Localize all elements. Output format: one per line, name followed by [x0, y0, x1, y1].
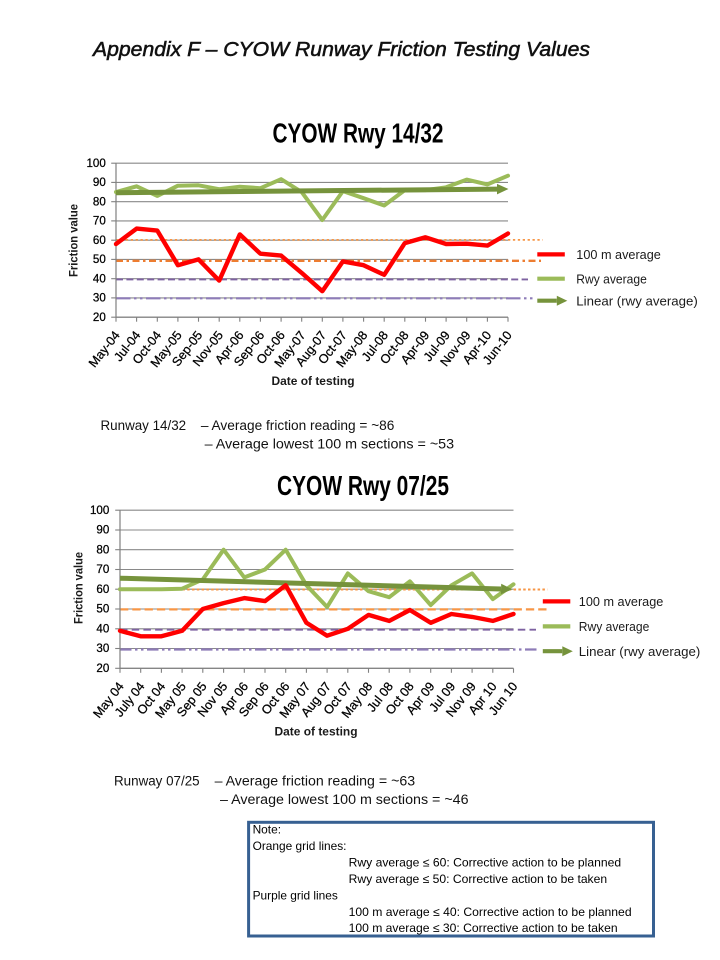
svg-text:40: 40	[93, 272, 106, 285]
svg-text:90: 90	[96, 524, 109, 537]
svg-text:CYOW Rwy 07/25: CYOW Rwy 07/25	[277, 470, 449, 501]
svg-text:100 m average ≤ 30: Corrective: 100 m average ≤ 30: Corrective action to…	[349, 921, 618, 935]
svg-text:70: 70	[96, 563, 109, 576]
svg-text:100 m average: 100 m average	[579, 595, 664, 609]
svg-text:– Average lowest 100 m section: – Average lowest 100 m sections = ~53	[205, 436, 455, 451]
svg-text:Rwy average ≤ 50: Corrective a: Rwy average ≤ 50: Corrective action to b…	[349, 872, 607, 886]
svg-text:30: 30	[96, 642, 109, 655]
svg-text:50: 50	[93, 253, 106, 266]
svg-text:100 m average ≤ 40: Corrective: 100 m average ≤ 40: Corrective action to…	[349, 905, 632, 919]
svg-text:100: 100	[86, 157, 105, 170]
svg-text:80: 80	[96, 543, 109, 556]
svg-text:Friction value: Friction value	[72, 552, 86, 624]
svg-text:– Average friction reading = ~: – Average friction reading = ~63	[215, 773, 416, 788]
svg-text:Linear (rwy average): Linear (rwy average)	[579, 645, 701, 659]
svg-text:70: 70	[93, 215, 106, 228]
svg-text:Linear (rwy average): Linear (rwy average)	[576, 295, 698, 309]
svg-text:80: 80	[93, 195, 106, 208]
svg-text:40: 40	[96, 622, 109, 635]
svg-text:100 m average: 100 m average	[576, 248, 661, 262]
svg-text:– Average friction reading = ~: – Average friction reading = ~86	[201, 418, 395, 433]
svg-text:30: 30	[93, 292, 106, 305]
svg-text:90: 90	[93, 176, 106, 189]
svg-text:20: 20	[93, 311, 106, 324]
svg-text:CYOW Rwy 14/32: CYOW Rwy 14/32	[273, 118, 444, 149]
svg-text:20: 20	[96, 662, 109, 675]
svg-text:60: 60	[93, 234, 106, 247]
svg-text:Runway 07/25: Runway 07/25	[114, 773, 200, 788]
svg-text:Orange grid lines:: Orange grid lines:	[253, 839, 347, 853]
svg-text:Date of testing: Date of testing	[275, 725, 358, 739]
svg-text:Date of testing: Date of testing	[272, 374, 355, 388]
svg-text:60: 60	[96, 583, 109, 596]
svg-text:Rwy average: Rwy average	[576, 273, 647, 287]
svg-text:Rwy average ≤ 60: Corrective a: Rwy average ≤ 60: Corrective action to b…	[349, 855, 621, 869]
svg-text:Rwy average: Rwy average	[579, 620, 650, 634]
svg-text:– Average lowest 100 m section: – Average lowest 100 m sections = ~46	[220, 792, 469, 807]
svg-text:Runway 14/32: Runway 14/32	[101, 418, 187, 433]
svg-text:50: 50	[96, 603, 109, 616]
svg-text:100: 100	[90, 504, 109, 517]
svg-text:Note:: Note:	[253, 823, 281, 837]
svg-text:Purple grid lines: Purple grid lines	[253, 888, 338, 902]
svg-text:Appendix F – CYOW Runway Frict: Appendix F – CYOW Runway Friction Testin…	[91, 38, 590, 61]
svg-text:Friction value: Friction value	[67, 204, 81, 277]
